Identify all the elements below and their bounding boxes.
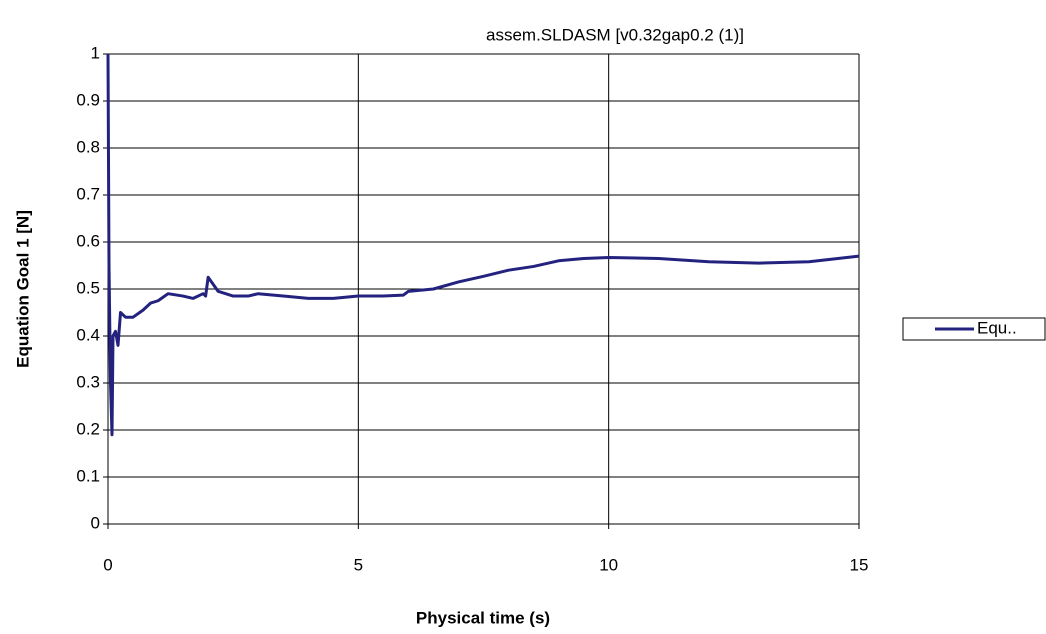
y-tick-label: 0.2 <box>76 419 100 438</box>
chart: assem.SLDASM [v0.32gap0.2 (1)] Physical … <box>0 0 1046 634</box>
x-axis-label: Physical time (s) <box>416 608 550 627</box>
y-tick-label: 0.1 <box>76 466 100 485</box>
y-tick-label: 0 <box>91 513 100 532</box>
x-tick-label: 15 <box>850 555 869 574</box>
y-tick-label: 0.7 <box>76 184 100 203</box>
legend-label: Equ.. <box>977 318 1017 337</box>
y-tick-label: 0.6 <box>76 231 100 250</box>
y-tick-label: 1 <box>91 43 100 62</box>
y-tick-label: 0.9 <box>76 90 100 109</box>
y-tick-label: 0.4 <box>76 325 100 344</box>
x-tick-label: 10 <box>599 555 618 574</box>
x-tick-label: 5 <box>354 555 363 574</box>
chart-title: assem.SLDASM [v0.32gap0.2 (1)] <box>486 25 744 44</box>
x-tick-label: 0 <box>103 555 112 574</box>
y-tick-label: 0.8 <box>76 137 100 156</box>
data-line <box>108 54 859 435</box>
y-tick-label: 0.3 <box>76 372 100 391</box>
y-axis-label: Equation Goal 1 [N] <box>13 210 32 368</box>
y-tick-label: 0.5 <box>76 278 100 297</box>
